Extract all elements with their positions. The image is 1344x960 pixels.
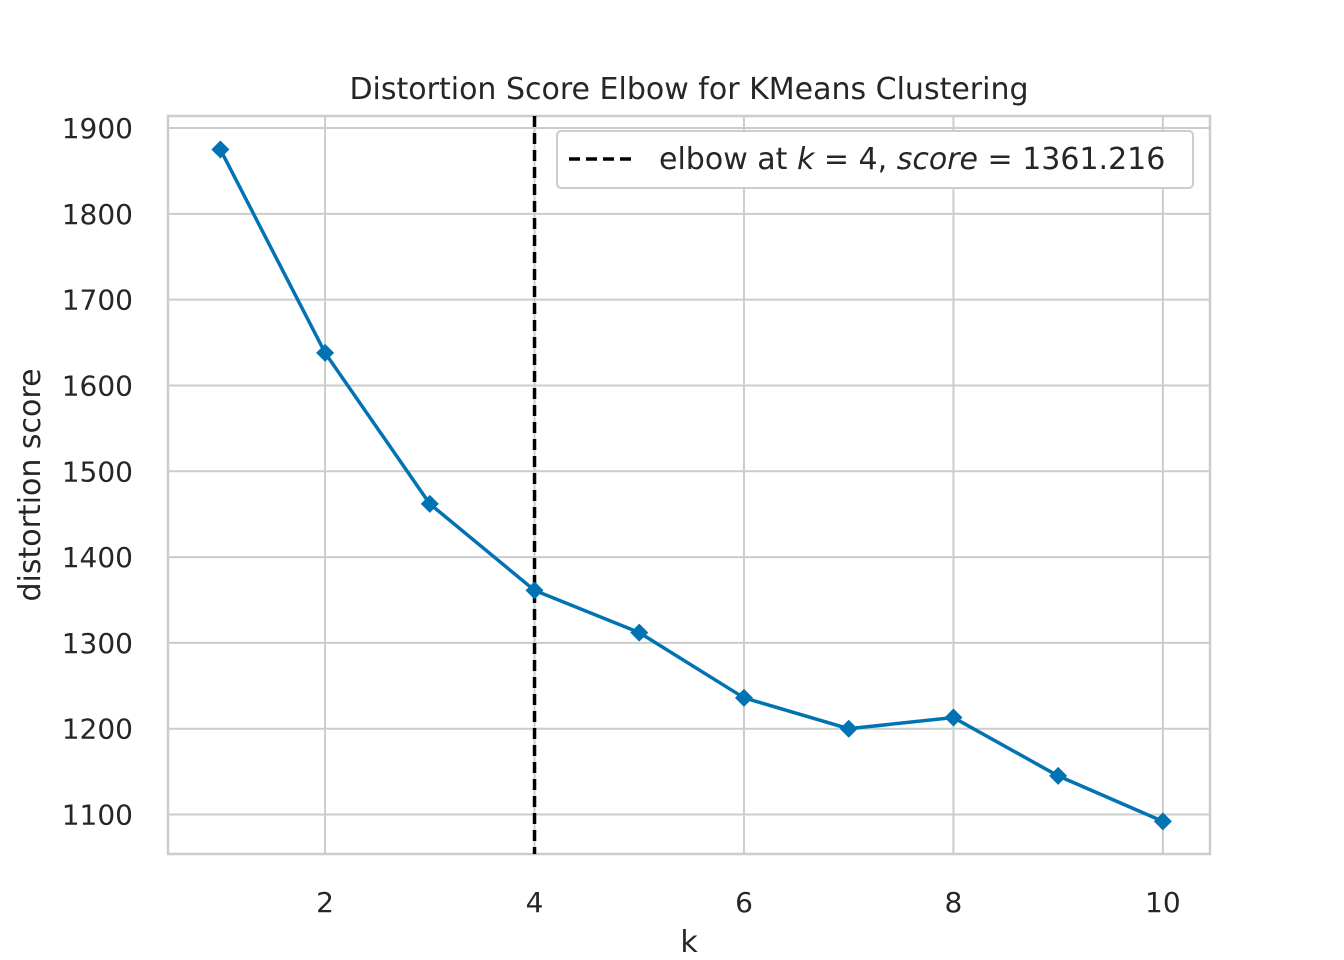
data-point-marker <box>525 581 544 600</box>
data-point-marker <box>630 623 649 642</box>
data-point-marker <box>1049 766 1068 785</box>
y-tick-label: 1800 <box>62 198 133 231</box>
x-axis-label: k <box>680 925 698 960</box>
data-point-marker <box>734 688 753 707</box>
grid <box>168 116 1210 854</box>
y-tick-label: 1900 <box>62 112 133 145</box>
data-point-marker <box>211 140 230 159</box>
data-point-marker <box>839 719 858 738</box>
series-line <box>218 148 1164 823</box>
plot-area <box>166 114 1212 856</box>
legend-box <box>556 130 1194 189</box>
legend: elbow at k = 4, score = 1361.216 <box>556 130 1194 189</box>
legend-k-value: = 4, <box>814 142 896 177</box>
chart-title: Distortion Score Elbow for KMeans Cluste… <box>349 72 1028 107</box>
y-tick-label: 1600 <box>62 369 133 402</box>
data-point-marker <box>944 708 963 727</box>
series-markers <box>211 140 1172 831</box>
legend-score-value: = 1361.216 <box>978 142 1165 177</box>
legend-label: elbow at k = 4, score = 1361.216 <box>659 142 1165 177</box>
data-point-marker <box>1153 812 1172 831</box>
y-tick-label: 1500 <box>62 455 133 488</box>
x-tick-label: 10 <box>1145 886 1181 919</box>
legend-k-symbol: k <box>797 142 816 177</box>
data-point-marker <box>420 494 439 513</box>
x-axis-ticks: 2 4 6 8 10 <box>316 886 1181 919</box>
y-tick-label: 1100 <box>62 799 133 832</box>
y-tick-label: 1200 <box>62 713 133 746</box>
x-tick-label: 8 <box>945 886 963 919</box>
y-tick-label: 1300 <box>62 627 133 660</box>
legend-prefix: elbow at <box>659 142 797 177</box>
y-axis-ticks: 1100 1200 1300 1400 1500 1600 1700 1800 1900 <box>62 112 133 832</box>
y-tick-label: 1400 <box>62 541 133 574</box>
x-tick-label: 4 <box>526 886 544 919</box>
data-point-marker <box>316 343 335 362</box>
x-tick-label: 2 <box>316 886 334 919</box>
y-axis-label: distortion score <box>13 368 48 601</box>
y-tick-label: 1700 <box>62 284 133 317</box>
x-tick-label: 6 <box>735 886 753 919</box>
legend-score-symbol: score <box>897 142 978 177</box>
